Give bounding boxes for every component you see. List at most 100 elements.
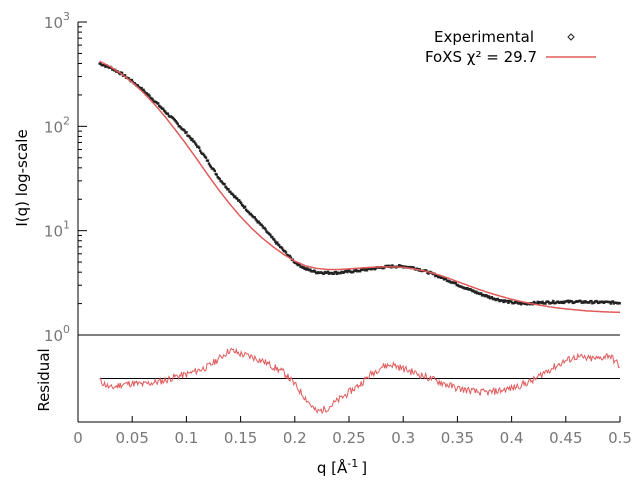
tick-exponent: 1 <box>63 219 70 232</box>
experimental-point <box>264 228 267 231</box>
experimental-point <box>314 270 317 273</box>
experimental-point <box>289 256 293 259</box>
experimental-point <box>391 264 394 267</box>
experimental-point <box>191 137 194 141</box>
experimental-point <box>263 226 266 230</box>
experimental-point <box>255 219 258 222</box>
experimental-point <box>618 302 621 305</box>
experimental-point <box>123 74 127 77</box>
experimental-point <box>596 300 599 303</box>
experimental-point <box>466 286 469 290</box>
experimental-point <box>588 301 591 304</box>
experimental-point <box>304 267 307 270</box>
experimental-point <box>201 152 205 156</box>
experimental-point <box>104 65 107 68</box>
experimental-point <box>166 112 170 115</box>
experimental-point <box>611 300 615 303</box>
x-tick-label: 0.05 <box>115 429 148 447</box>
x-tick-label: 0.1 <box>174 429 198 447</box>
experimental-point <box>507 301 510 305</box>
experimental-point <box>551 301 554 304</box>
experimental-point <box>238 200 242 204</box>
experimental-point <box>479 292 483 295</box>
experimental-point <box>163 110 167 113</box>
x-axis-title-exp: -1 <box>347 457 358 470</box>
experimental-point <box>173 118 177 122</box>
experimental-point <box>202 154 206 157</box>
experimental-point <box>236 197 239 200</box>
x-tick-label: 0.3 <box>391 429 415 447</box>
tick-exponent: 3 <box>63 10 70 23</box>
experimental-point <box>208 164 212 167</box>
experimental-point <box>487 295 491 298</box>
experimental-point <box>234 195 237 198</box>
experimental-point <box>232 193 235 197</box>
experimental-point <box>334 270 337 274</box>
experimental-point <box>326 270 330 274</box>
experimental-point <box>188 135 191 138</box>
experimental-point <box>258 222 261 225</box>
x-tick-label: 0.5 <box>608 429 632 447</box>
legend: Experimental FoXS χ² = 29.7 <box>425 28 596 66</box>
experimental-point <box>485 294 489 298</box>
experimental-point <box>566 299 570 303</box>
experimental-point <box>274 240 277 243</box>
experimental-point <box>99 62 102 65</box>
experimental-point <box>283 249 287 253</box>
experimental-point <box>332 272 336 275</box>
experimental-point <box>223 182 226 186</box>
experimental-point <box>241 204 245 208</box>
tick-base: 10 <box>44 327 63 345</box>
experimental-point <box>271 235 274 239</box>
experimental-point <box>207 162 211 165</box>
foxs-fit-line <box>99 60 621 314</box>
experimental-point <box>339 271 342 275</box>
experimental-point <box>358 270 362 273</box>
intensity-y-tick-label: 101 <box>44 219 70 241</box>
experimental-point <box>212 168 216 171</box>
experimental-point <box>227 187 230 191</box>
experimental-point <box>127 77 131 80</box>
residual-series <box>99 347 620 415</box>
x-tick-label: 0.2 <box>283 429 307 447</box>
intensity-series <box>98 60 621 314</box>
x-axis-ticks: 0 0.05 0.1 0.15 0.2 0.25 0.3 0.35 0.4 0.45 0.5 <box>73 416 632 447</box>
x-tick-label: 0 <box>73 429 83 447</box>
tick-base: 10 <box>44 14 63 32</box>
experimental-point <box>249 212 253 216</box>
experimental-point <box>562 301 566 305</box>
experimental-point <box>157 102 160 105</box>
experimental-point <box>288 254 292 258</box>
x-tick-label: 0.15 <box>224 429 257 447</box>
experimental-point <box>510 300 513 303</box>
experimental-point <box>536 300 539 304</box>
experimental-point <box>280 247 284 250</box>
x-tick-label: 0.45 <box>549 429 582 447</box>
experimental-point <box>260 223 263 226</box>
experimental-point <box>138 86 141 89</box>
experimental-point <box>322 272 326 275</box>
experimental-point <box>133 82 137 85</box>
intensity-y-tick-label: 100 <box>44 323 70 345</box>
experimental-point <box>506 299 509 303</box>
x-tick-label: 0.4 <box>500 429 524 447</box>
residual-line <box>99 347 620 415</box>
experimental-point <box>427 272 430 275</box>
experimental-point <box>552 299 555 303</box>
x-tick-label: 0.25 <box>332 429 365 447</box>
experimental-point <box>475 290 478 293</box>
experimental-point <box>197 146 201 149</box>
experimental-point <box>213 169 217 173</box>
experimental-point <box>608 301 612 304</box>
experimental-point <box>225 186 228 190</box>
experimental-point <box>535 302 538 305</box>
experimental-point <box>161 107 165 110</box>
experimental-point <box>229 190 232 194</box>
experimental-point <box>136 84 139 87</box>
experimental-point <box>142 88 145 92</box>
experimental-point <box>518 301 522 304</box>
experimental-point <box>143 90 146 93</box>
x-tick-label: 0.35 <box>441 429 474 447</box>
